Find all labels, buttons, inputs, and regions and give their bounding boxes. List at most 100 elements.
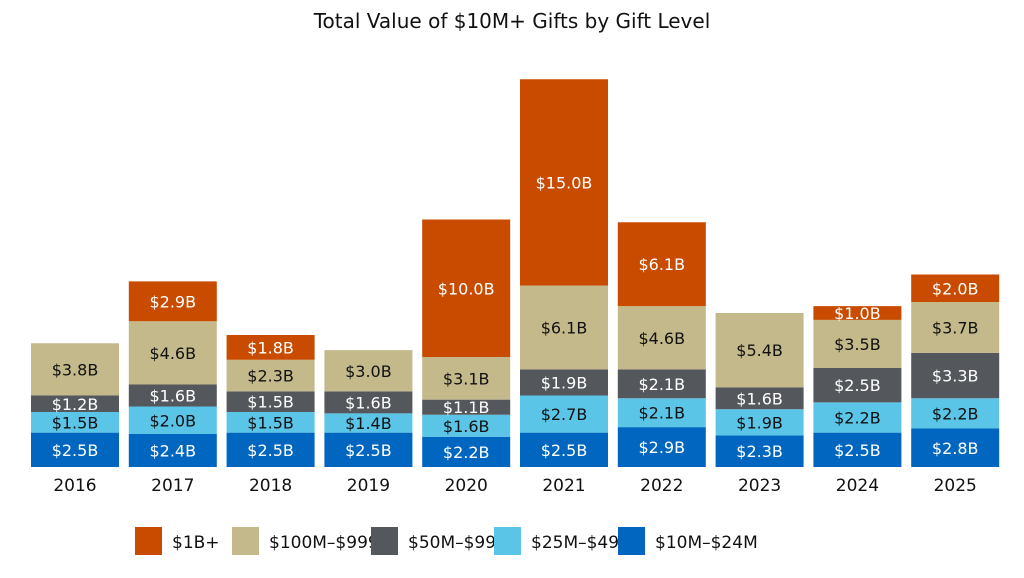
bar-segment	[324, 391, 413, 414]
x-tick-label: 2018	[249, 476, 292, 496]
x-tick-label: 2023	[738, 476, 781, 496]
data-label: $2.4B	[149, 442, 196, 461]
data-label: $1.9B	[541, 373, 588, 392]
data-label: $1.0B	[834, 304, 881, 323]
bar-segment	[31, 432, 119, 467]
data-label: $2.7B	[541, 405, 588, 424]
legend-item: $50M–$99M	[371, 527, 511, 555]
data-label: $2.1B	[638, 375, 685, 394]
data-label: $3.3B	[932, 367, 979, 386]
data-label: $2.5B	[345, 441, 392, 460]
bar-segment	[911, 428, 1000, 467]
data-label: $1.4B	[345, 414, 392, 433]
bar-segment	[911, 274, 1000, 302]
bar-segment	[31, 412, 119, 433]
legend-item: $1B+	[135, 527, 220, 555]
x-tick-label: 2022	[640, 476, 683, 496]
data-label: $2.1B	[638, 404, 685, 423]
bar-segment	[128, 434, 217, 467]
bar-segment	[324, 413, 413, 433]
bar-segment	[324, 350, 413, 392]
bar-segment	[128, 406, 217, 434]
x-tick-label: 2019	[347, 476, 390, 496]
data-label: $6.1B	[541, 318, 588, 337]
bar-segment	[715, 387, 804, 410]
bar-segment	[911, 302, 1000, 353]
bar-segment	[128, 321, 217, 385]
data-label: $1.1B	[443, 398, 490, 417]
bar-segment	[226, 335, 315, 360]
legend-swatch	[618, 527, 645, 555]
data-label: $1.8B	[247, 338, 294, 357]
data-label: $15.0B	[536, 173, 593, 192]
data-label: $1.6B	[736, 389, 783, 408]
bar-segment	[422, 357, 511, 400]
data-label: $3.0B	[345, 362, 392, 381]
x-tick-label: 2017	[151, 476, 194, 496]
data-label: $3.1B	[443, 369, 490, 388]
bar-segment	[422, 414, 511, 437]
bar-segment	[226, 359, 315, 392]
bar-segment	[226, 412, 315, 433]
data-label: $2.5B	[541, 441, 588, 460]
bar-segment	[617, 398, 706, 428]
bar-segment	[31, 395, 119, 412]
bar-segment	[128, 281, 217, 322]
data-label: $2.2B	[932, 404, 979, 423]
data-label: $2.9B	[638, 438, 685, 457]
data-label: $2.5B	[247, 441, 294, 460]
x-tick-label: 2025	[934, 476, 977, 496]
data-label: $2.5B	[834, 441, 881, 460]
legend-item: $10M–$24M	[618, 527, 758, 555]
data-label: $5.4B	[736, 341, 783, 360]
x-tick-label: 2021	[542, 476, 585, 496]
data-label: $1.5B	[52, 413, 99, 432]
data-label: $1.2B	[52, 395, 99, 414]
data-label: $2.9B	[149, 292, 196, 311]
legend-label: $1B+	[172, 533, 220, 553]
data-label: $2.3B	[247, 367, 294, 386]
bar-segment	[520, 285, 608, 370]
legend-label: $50M–$99M	[408, 533, 511, 553]
bar-segment	[617, 427, 706, 467]
chart-title: Total Value of $10M+ Gifts by Gift Level	[313, 9, 711, 33]
bar-segment	[520, 395, 608, 433]
bar-segment	[715, 409, 804, 436]
bar-segment	[422, 219, 511, 357]
legend-label: $100M–$999M	[269, 533, 393, 553]
legend-swatch	[371, 527, 398, 555]
data-label: $4.6B	[638, 329, 685, 348]
bar-segment	[520, 369, 608, 396]
legend-swatch	[232, 527, 259, 555]
bar-segment	[617, 222, 706, 307]
bar-segment	[128, 384, 217, 407]
bar-segment	[617, 369, 706, 399]
data-label: $1.5B	[247, 413, 294, 432]
data-label: $3.8B	[52, 360, 99, 379]
bar-segment	[911, 398, 1000, 429]
data-label: $2.2B	[443, 443, 490, 462]
data-label: $4.6B	[149, 344, 196, 363]
data-label: $2.8B	[932, 439, 979, 458]
x-tick-label: 2020	[445, 476, 488, 496]
bar-segment	[422, 436, 511, 467]
bar-segment	[226, 432, 315, 467]
bar-segment	[813, 368, 902, 403]
legend-label: $10M–$24M	[655, 533, 758, 553]
data-label: $6.1B	[638, 255, 685, 274]
legend-item: $25M–$49M	[494, 527, 634, 555]
data-label: $1.6B	[149, 387, 196, 406]
bar-segment	[617, 306, 706, 370]
data-label: $2.0B	[149, 411, 196, 430]
data-label: $2.2B	[834, 409, 881, 428]
data-label: $2.5B	[52, 441, 99, 460]
data-label: $3.5B	[834, 335, 881, 354]
legend-swatch	[135, 527, 162, 555]
bar-segment	[520, 432, 608, 467]
legend-item: $100M–$999M	[232, 527, 393, 555]
x-tick-label: 2024	[836, 476, 879, 496]
bar-segment	[520, 79, 608, 286]
bar-segment	[813, 432, 902, 467]
data-label: $1.6B	[443, 417, 490, 436]
